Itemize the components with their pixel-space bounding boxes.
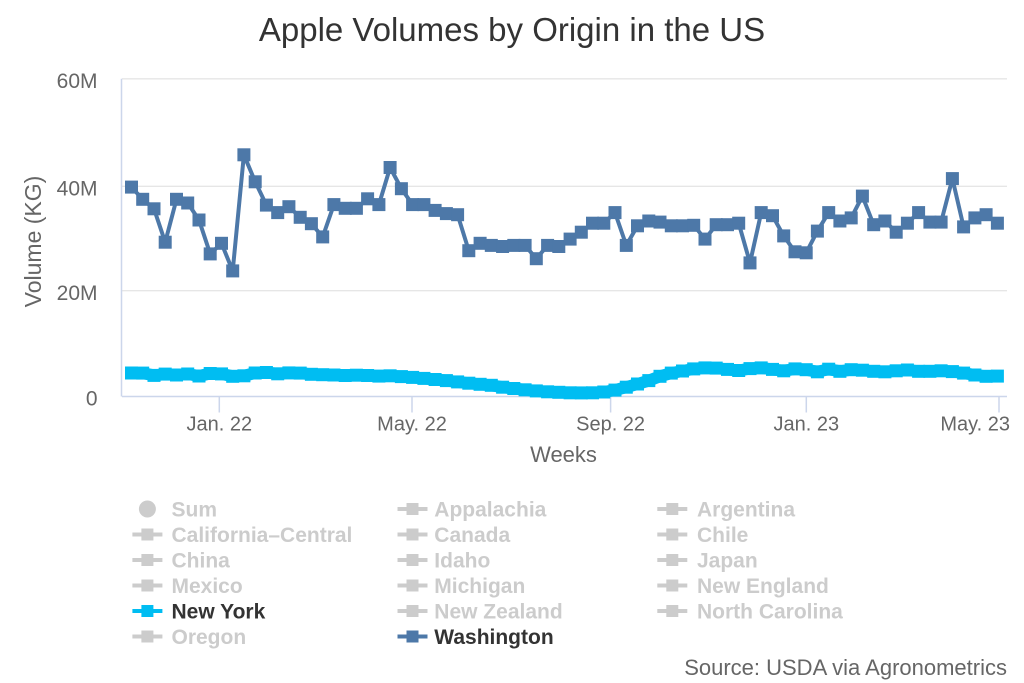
svg-text:Appalachia: Appalachia	[434, 499, 546, 522]
svg-text:Chile: Chile	[697, 524, 748, 547]
svg-text:Jan. 22: Jan. 22	[186, 414, 252, 436]
svg-text:60M: 60M	[57, 70, 98, 93]
svg-text:California–Central: California–Central	[172, 524, 353, 547]
svg-text:Mexico: Mexico	[172, 575, 243, 598]
svg-text:Japan: Japan	[697, 550, 758, 573]
svg-text:New York: New York	[172, 601, 266, 624]
svg-text:Michigan: Michigan	[434, 575, 525, 598]
svg-text:New England: New England	[697, 575, 829, 598]
svg-text:Weeks: Weeks	[530, 442, 597, 467]
svg-text:Volume (KG): Volume (KG)	[20, 176, 46, 308]
svg-text:China: China	[172, 550, 231, 573]
svg-text:0: 0	[86, 388, 98, 411]
svg-text:May. 22: May. 22	[377, 414, 447, 436]
svg-text:Canada: Canada	[434, 524, 510, 547]
svg-text:Apple Volumes by Origin in the: Apple Volumes by Origin in the US	[259, 11, 765, 48]
svg-text:Sum: Sum	[172, 499, 218, 522]
svg-text:Argentina: Argentina	[697, 499, 795, 522]
svg-text:Washington: Washington	[434, 626, 553, 649]
svg-text:Jan. 23: Jan. 23	[773, 414, 839, 436]
svg-text:40M: 40M	[57, 178, 98, 201]
svg-text:Idaho: Idaho	[434, 550, 490, 573]
svg-text:Source: USDA via Agronometrics: Source: USDA via Agronometrics	[684, 655, 1007, 680]
svg-text:Sep. 22: Sep. 22	[576, 414, 645, 436]
svg-text:North Carolina: North Carolina	[697, 601, 843, 624]
svg-text:20M: 20M	[57, 282, 98, 305]
svg-text:Oregon: Oregon	[172, 626, 247, 649]
svg-text:New Zealand: New Zealand	[434, 601, 562, 624]
svg-text:May. 23: May. 23	[940, 414, 1010, 436]
